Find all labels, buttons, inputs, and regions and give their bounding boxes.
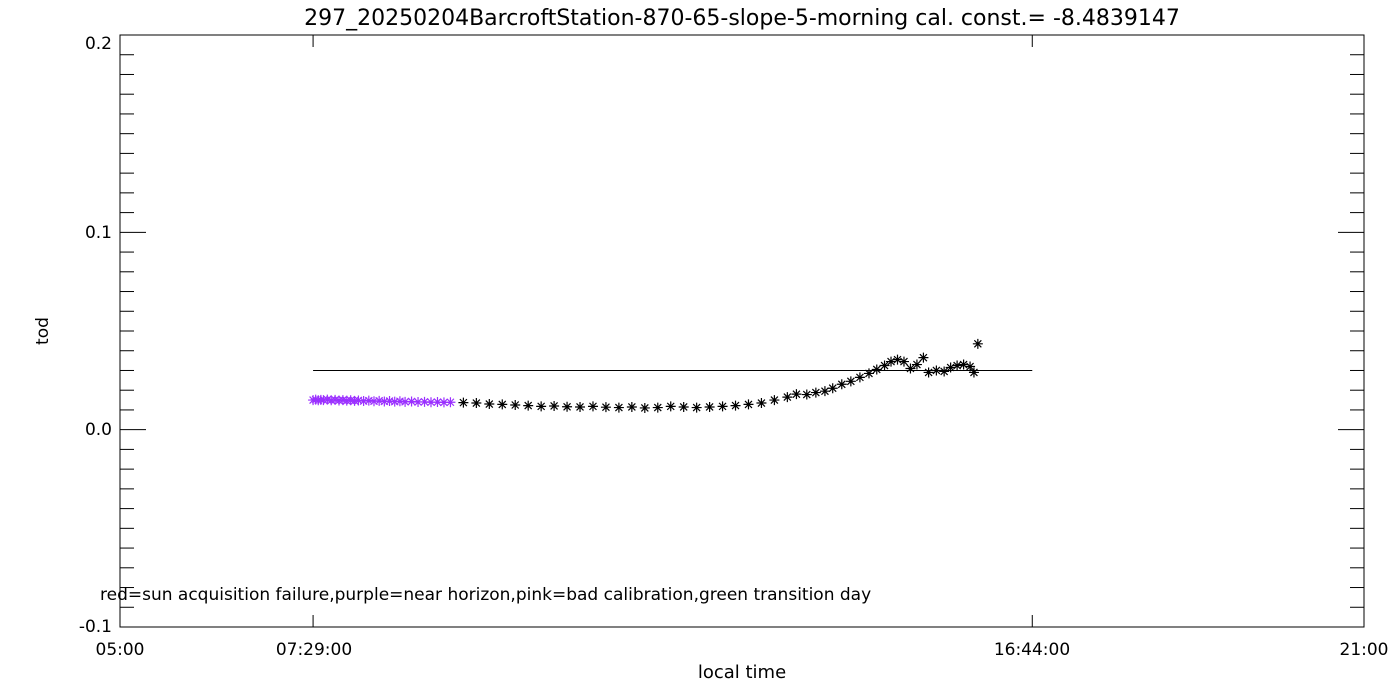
data-point (968, 367, 979, 378)
data-point (730, 400, 741, 411)
data-point (471, 398, 482, 409)
data-point (691, 402, 702, 413)
data-point-near-horizon (413, 397, 424, 408)
data-point-near-horizon (353, 395, 364, 406)
data-point (769, 395, 780, 406)
data-point (497, 399, 508, 410)
data-point (575, 401, 586, 412)
data-point (613, 402, 624, 413)
data-point-near-horizon (389, 396, 400, 407)
data-point (945, 362, 956, 373)
chart-title: 297_20250204BarcroftStation-870-65-slope… (304, 6, 1180, 31)
data-point-near-horizon (445, 397, 456, 408)
data-point-near-horizon (363, 395, 374, 406)
data-point (756, 398, 767, 409)
data-point-near-horizon (394, 396, 405, 407)
x-tick-label-0500: 05:00 (96, 640, 145, 660)
data-point (587, 401, 598, 412)
plot-frame (119, 34, 1365, 628)
y-minor-ticks (120, 54, 1364, 608)
data-points (308, 338, 983, 413)
data-point (810, 387, 821, 398)
data-point (854, 372, 865, 383)
data-point (819, 386, 830, 397)
legend-text: red=sun acquisition failure,purple=near … (100, 585, 871, 605)
data-point-near-horizon (358, 396, 369, 407)
data-point-near-horizon (400, 396, 411, 407)
x-tick-label-2100: 21:00 (1340, 640, 1389, 660)
data-point (939, 366, 950, 377)
data-point (743, 399, 754, 410)
data-point (898, 356, 909, 367)
data-point-near-horizon (438, 397, 449, 408)
data-point (871, 364, 882, 375)
data-point (965, 361, 976, 372)
data-point-near-horizon (426, 397, 436, 408)
y-axis-label: tod (33, 317, 53, 345)
data-point (652, 402, 663, 413)
data-point (717, 401, 728, 412)
data-point (952, 360, 963, 371)
data-point (791, 389, 802, 400)
data-point (958, 359, 969, 370)
data-point (523, 400, 534, 411)
data-point-near-horizon (379, 396, 390, 407)
x-tick-label-0729: 07:29:00 (276, 640, 352, 660)
data-point (892, 354, 903, 365)
data-point (931, 365, 942, 376)
data-point (886, 356, 897, 367)
data-point (678, 401, 689, 412)
data-point (879, 360, 890, 371)
data-point (562, 401, 573, 412)
x-tick-label-1644: 16:44:00 (994, 640, 1070, 660)
data-point (704, 401, 715, 412)
data-point-near-horizon (374, 395, 385, 406)
y-tick-label-0.1: 0.1 (85, 223, 112, 243)
data-point-near-horizon (432, 397, 443, 408)
data-point (972, 338, 983, 349)
data-point (827, 383, 838, 394)
y-tick-label-neg0.1: -0.1 (79, 617, 112, 637)
axis-major-ticks (119, 34, 1365, 628)
data-point (905, 363, 916, 374)
data-point-near-horizon (419, 396, 430, 407)
data-point (626, 401, 637, 412)
data-point (845, 376, 856, 387)
data-point (923, 367, 934, 378)
x-axis-label: local time (698, 662, 786, 683)
data-point (863, 368, 874, 379)
data-point (549, 400, 560, 411)
data-point (600, 402, 611, 413)
data-point (782, 392, 793, 403)
data-point (639, 402, 650, 413)
data-point (510, 400, 521, 410)
data-point-near-horizon (384, 396, 395, 407)
data-point (484, 399, 495, 410)
data-point (801, 389, 812, 400)
data-point (665, 401, 676, 412)
data-point (836, 379, 847, 390)
y-tick-label-0.0: 0.0 (85, 420, 112, 440)
y-tick-label-0.2: 0.2 (85, 34, 112, 54)
data-point (911, 359, 922, 370)
data-point-near-horizon (368, 396, 379, 407)
data-point (458, 397, 469, 408)
data-point-near-horizon (406, 396, 417, 407)
data-point (918, 352, 929, 363)
data-point (536, 401, 547, 412)
